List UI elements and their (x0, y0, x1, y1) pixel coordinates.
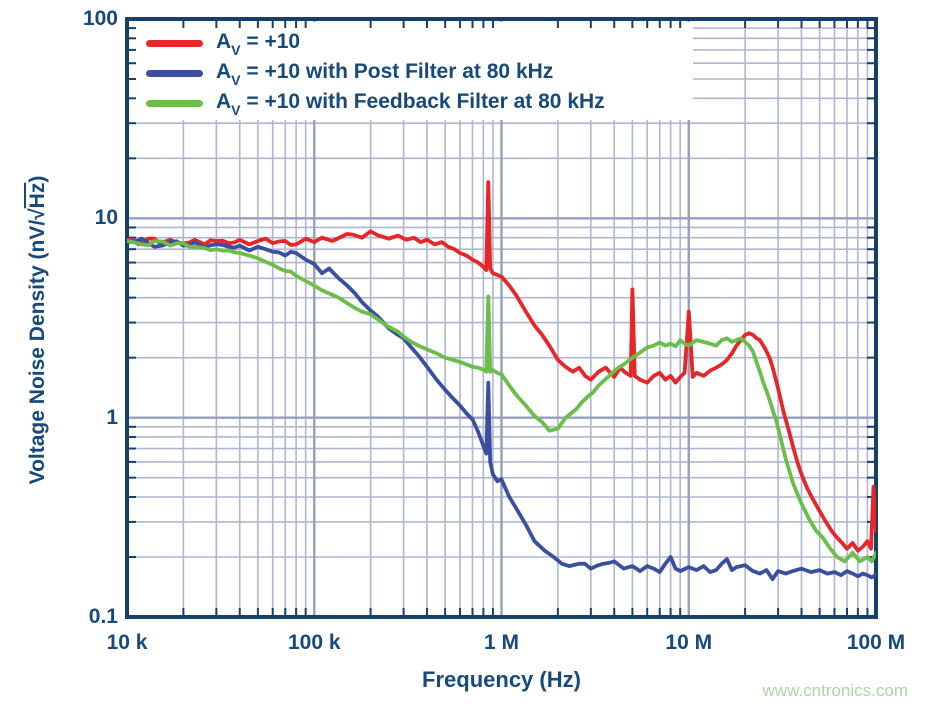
legend-backing (131, 22, 693, 120)
plot-frame (125, 17, 878, 619)
legend: AV = +10 AV = +10 with Post Filter at 80… (146, 28, 605, 118)
legend-line-post-filter (146, 69, 203, 77)
watermark-text: www.cntronics.com (762, 681, 908, 700)
y-tick-label: 10 (94, 206, 118, 230)
x-tick-label: 10 k (106, 631, 148, 654)
legend-item-feedback-filter: AV = +10 with Feedback Filter at 80 kHz (146, 88, 605, 118)
y-axis-title: Voltage Noise Density (nV/√Hz) (26, 175, 49, 485)
x-axis-title: Frequency (Hz) (422, 667, 581, 692)
x-tick-label: 100 M (846, 631, 906, 654)
legend-label-av10: AV = +10 (216, 29, 301, 59)
y-tick-label: 100 (82, 7, 118, 30)
legend-line-av10 (146, 39, 203, 47)
y-tick-label: 0.1 (88, 605, 118, 628)
series-line-av10-feedback-filter (127, 239, 876, 564)
legend-item-post-filter: AV = +10 with Post Filter at 80 kHz (146, 58, 605, 88)
legend-label-post-filter: AV = +10 with Post Filter at 80 kHz (216, 59, 554, 89)
legend-item-av10: AV = +10 (146, 28, 605, 58)
x-tick-label: 100 k (287, 631, 341, 654)
legend-line-feedback-filter (146, 99, 203, 107)
series-line-av10 (127, 180, 876, 553)
x-tick-label: 1 M (483, 631, 520, 654)
y-tick-label: 1 (106, 405, 118, 429)
series-line-av10-post-filter (127, 236, 876, 581)
x-tick-label: 10 M (665, 631, 713, 654)
legend-label-feedback-filter: AV = +10 with Feedback Filter at 80 kHz (216, 89, 605, 119)
